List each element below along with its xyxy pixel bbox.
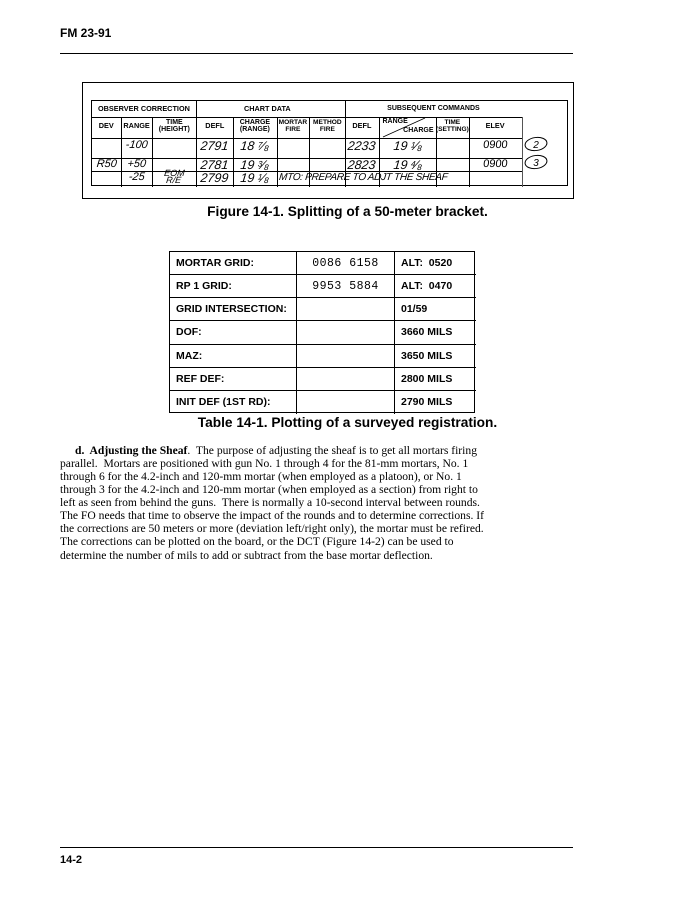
svg-text:2: 2 bbox=[532, 140, 539, 151]
svg-text:3: 3 bbox=[533, 158, 539, 169]
